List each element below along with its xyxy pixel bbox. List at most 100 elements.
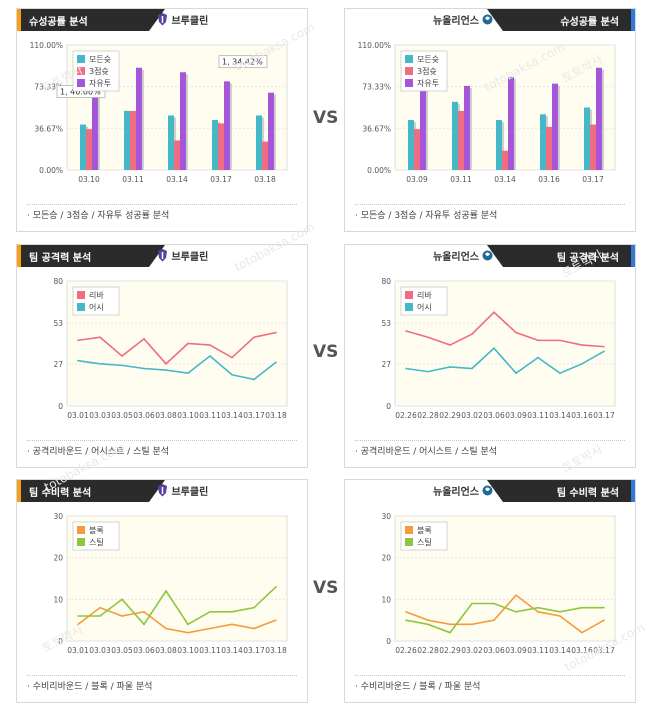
bar-03-14-s2 bbox=[508, 76, 514, 170]
attack-panel-new-orleans: 팀 공격력 분석 뉴올리언스 0 27 53 80 02.26 02.28 02.29 03.… bbox=[344, 244, 636, 468]
point-03-06-s1 bbox=[493, 602, 495, 605]
y-tick-label: 0 bbox=[386, 402, 391, 411]
point-03-08-s0 bbox=[165, 363, 167, 365]
y-tick-label: 0 bbox=[386, 637, 391, 646]
x-tick-label: 03.11 bbox=[527, 411, 549, 420]
point-03-17-s1 bbox=[253, 378, 255, 381]
point-03-10-s0 bbox=[187, 342, 189, 345]
x-tick-label: 03.01 bbox=[67, 646, 89, 655]
point-03-03-s0 bbox=[99, 336, 101, 339]
chart-p1: 0.00% 36.67% 73.33% 110.00% 03.10 03.11 03.14 0… bbox=[17, 35, 307, 203]
legend-swatch bbox=[77, 55, 85, 63]
y-tick-label: 53 bbox=[53, 319, 63, 328]
x-tick-label: 03.11 bbox=[450, 175, 472, 184]
y-tick-label: 53 bbox=[381, 319, 391, 328]
y-tick-label: 10 bbox=[53, 595, 63, 604]
x-tick-label: 03.09 bbox=[505, 646, 527, 655]
y-tick-label: 80 bbox=[381, 277, 391, 286]
point-03-05-s1 bbox=[121, 598, 123, 601]
point-03-06-s0 bbox=[143, 611, 145, 613]
legend-label: 리바 bbox=[417, 290, 432, 300]
point-03-02-s1 bbox=[471, 367, 473, 370]
point-03-14-s0 bbox=[231, 623, 233, 626]
point-03-05-s0 bbox=[121, 355, 123, 357]
y-tick-label: 27 bbox=[53, 360, 63, 369]
point-02-29-s0 bbox=[449, 344, 451, 346]
legend-swatch bbox=[405, 303, 413, 311]
point-03-05-s0 bbox=[121, 615, 123, 617]
y-tick-label: 27 bbox=[381, 360, 391, 369]
series-line-1 bbox=[78, 586, 277, 626]
team-name: 뉴올리언스 bbox=[433, 16, 479, 27]
footer-text: 모든승 / 3점승 / 자유투 성공률 분석 bbox=[360, 211, 498, 221]
panel-header: 슈성공률 분석 bbox=[487, 9, 635, 31]
y-tick-label: 110.00% bbox=[358, 41, 391, 50]
point-03-06-s0 bbox=[493, 619, 495, 621]
bar-03-09-s1 bbox=[414, 129, 420, 170]
x-tick-label: 02.29 bbox=[439, 411, 461, 420]
point-03-03-s1 bbox=[99, 363, 101, 365]
bar-03-09-s0 bbox=[408, 120, 414, 170]
panel-footer: · 모든승 / 3점승 / 자유투 성공률 분석 bbox=[27, 204, 297, 225]
bar-03-14-s1 bbox=[174, 140, 180, 170]
x-tick-label: 03.17 bbox=[593, 411, 615, 420]
x-tick-label: 03.01 bbox=[67, 411, 89, 420]
x-tick-label: 03.18 bbox=[265, 646, 287, 655]
point-02-26-s1 bbox=[405, 619, 407, 621]
footer-text: 수비리바운드 / 블록 / 파울 분석 bbox=[360, 682, 481, 692]
series-line-1 bbox=[77, 354, 277, 381]
bar-03-14-s1 bbox=[502, 150, 508, 170]
point-03-11-s1 bbox=[209, 611, 211, 613]
legend-label: 3점슛 bbox=[89, 66, 109, 76]
point-02-26-s0 bbox=[405, 611, 407, 613]
header-accent bbox=[17, 480, 21, 502]
chart-p2: 0.00% 36.67% 73.33% 110.00% 03.09 03.11 03.14 0… bbox=[345, 35, 635, 203]
bar-03-16-s0 bbox=[540, 114, 546, 170]
point-03-02-s0 bbox=[471, 623, 473, 626]
point-03-17-s0 bbox=[253, 336, 255, 339]
y-tick-label: 73.33% bbox=[34, 83, 63, 92]
x-tick-label: 03.17 bbox=[210, 175, 232, 184]
point-03-10-s1 bbox=[187, 372, 189, 374]
bar-03-17-s0 bbox=[212, 120, 218, 170]
x-tick-label: 02.26 bbox=[395, 646, 417, 655]
shooting-panel-brooklyn: 슈성공률 분석 브루클린 0.00% 36.67% 73.33% 110.00% 03.… bbox=[16, 8, 308, 232]
y-tick-label: 73.33% bbox=[362, 83, 391, 92]
bar-03-14-s0 bbox=[496, 120, 502, 170]
vs-label: VS bbox=[313, 578, 339, 598]
point-03-18-s0 bbox=[275, 619, 277, 621]
point-03-17-s1 bbox=[253, 606, 255, 609]
x-tick-label: 03.05 bbox=[111, 411, 133, 420]
point-02-28-s1 bbox=[427, 370, 429, 373]
point-03-06-s0 bbox=[143, 338, 145, 340]
point-03-16-s0 bbox=[581, 631, 583, 634]
x-tick-label: 03.10 bbox=[177, 411, 199, 420]
point-03-09-s1 bbox=[515, 611, 517, 613]
legend-label: 블록 bbox=[89, 525, 104, 535]
series-line-1 bbox=[405, 347, 605, 375]
panel-footer: · 공격리바운드 / 어시스트 / 스틸 분석 bbox=[355, 440, 625, 461]
point-03-18-s1 bbox=[275, 361, 277, 364]
point-03-01-s1 bbox=[77, 615, 79, 617]
panel-header: 팀 수비력 분석 bbox=[17, 480, 165, 502]
shooting-panel-new-orleans: 슈성공률 분석 뉴올리언스 0.00% 36.67% 73.33% 110.00% 03… bbox=[344, 8, 636, 232]
chart-p5: 0 10 20 30 03.01 03.03 03.05 03.06 03.08 03.10 03.… bbox=[17, 506, 307, 674]
header-accent bbox=[17, 245, 21, 267]
x-tick-label: 03.11 bbox=[527, 646, 549, 655]
header-accent bbox=[17, 9, 21, 31]
legend-label: 스틸 bbox=[417, 537, 432, 547]
legend-swatch bbox=[405, 55, 413, 63]
legend-swatch bbox=[77, 526, 85, 534]
point-03-10-s0 bbox=[187, 631, 189, 634]
point-03-18-s1 bbox=[275, 586, 277, 588]
series-line-0 bbox=[77, 606, 277, 634]
point-03-06-s1 bbox=[493, 347, 495, 349]
bar-03-16-s1 bbox=[546, 126, 552, 170]
x-tick-label: 03.14 bbox=[221, 411, 243, 420]
chart-p3: 0 27 53 80 03.01 03.03 03.05 03.06 03.08 03.10 03.… bbox=[17, 271, 307, 439]
legend-label: 자유투 bbox=[89, 79, 111, 88]
y-tick-label: 0.00% bbox=[367, 166, 391, 175]
vs-label: VS bbox=[313, 108, 339, 128]
